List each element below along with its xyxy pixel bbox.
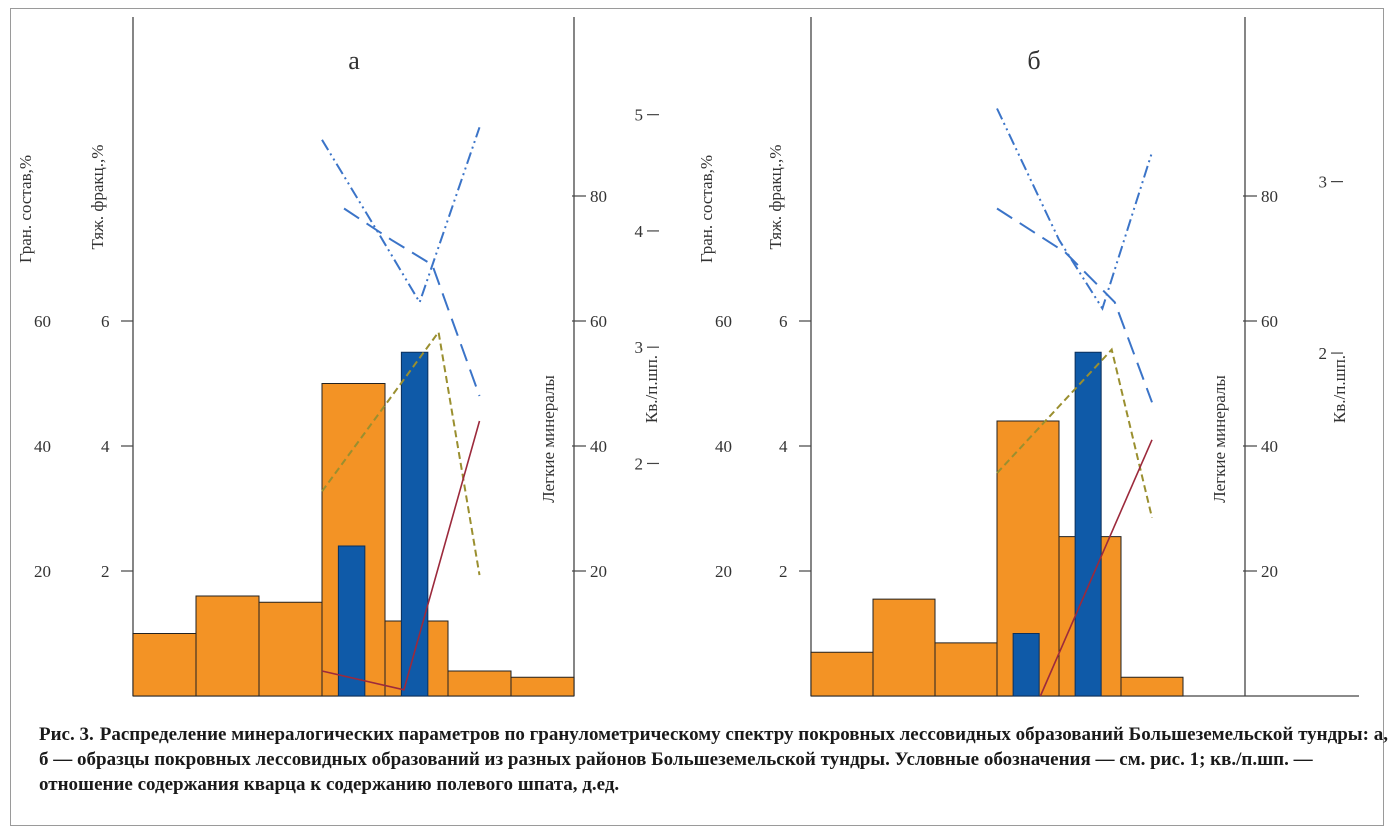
panel-0-qf-tick-label: 4 [635, 222, 644, 241]
panel-1-gran-axis-label: Гран. состав,% [697, 155, 716, 263]
panel-0-series-line-solid [321, 420, 481, 691]
panel-1-light-tick-label: 80 [1261, 187, 1278, 206]
panel-1-light-tick-label: 60 [1261, 312, 1278, 331]
panel-0-qf-tick-label: 3 [635, 338, 644, 357]
panel-1-gran-tick-label: 20 [715, 562, 732, 581]
panel-0-series-line-dash [343, 207, 481, 397]
panel-1-series-line-short-dash [996, 347, 1153, 518]
panel-1-light-axis-label: Легкие минералы [1210, 375, 1229, 503]
panel-1-series-line-dash [996, 207, 1153, 403]
panel-0-heavy-tick-label: 2 [101, 562, 110, 581]
panel-0-gran-tick-label: 20 [34, 562, 51, 581]
panel-1-heavy-tick-label: 2 [779, 562, 788, 581]
figure-frame: а 20 40 60 2 4 6 20 40 60 80 2 3 4 5 Гран. состав,% Тяж.… [10, 8, 1388, 826]
panel-1-light-tick-label: 20 [1261, 562, 1278, 581]
panel-0-gran-bar [510, 676, 575, 697]
panel-0-title: а [348, 46, 360, 75]
panel-1-heavy-tick-label: 6 [779, 312, 788, 331]
panel-1-heavy-bar [1074, 351, 1102, 697]
panel-0-gran-bar [132, 633, 197, 697]
panel-1-heavy-bar [1012, 633, 1040, 697]
panel-1-gran-tick-label: 40 [715, 437, 732, 456]
panel-1-light-tick-label: 40 [1261, 437, 1278, 456]
panel-0-heavy-tick-label: 4 [101, 437, 110, 456]
charts-canvas: а 20 40 60 2 4 6 20 40 60 80 2 3 4 5 Гран. состав,% Тяж.… [16, 17, 1359, 697]
panel-1-gran-bar [810, 651, 874, 697]
panel-1-gran-bar [934, 642, 998, 697]
panel-0-light-tick-label: 40 [590, 437, 607, 456]
panel-1-series-line-dashdotdot [996, 108, 1153, 311]
panel-0-light-tick-label: 60 [590, 312, 607, 331]
panel-0-gran-bar [447, 670, 512, 697]
panel-0-heavy-tick-label: 6 [101, 312, 110, 331]
panel-1-series-line-solid [1039, 439, 1153, 697]
panel-0-light-tick-label: 80 [590, 187, 607, 206]
panel-0-heavy-bar [400, 351, 429, 697]
panel-0-light-axis-label: Легкие минералы [539, 375, 558, 503]
panel-0-heavy-axis-label: Тяж. фракц.,% [88, 145, 107, 250]
panel-1-qf-tick-label: 2 [1319, 344, 1328, 363]
panel-1-qf-tick-label: 3 [1319, 173, 1328, 192]
panel-0-heavy-bar [337, 545, 366, 697]
panel-1-qf-axis-label: Кв./п.шп. [1330, 355, 1349, 423]
panel-1-title: б [1027, 46, 1040, 75]
caption-lead: Рис. 3. [39, 724, 94, 745]
panel-1-gran-bar [1120, 676, 1184, 697]
panel-0-light-tick-label: 20 [590, 562, 607, 581]
panel-0-qf-tick-label: 2 [635, 454, 644, 473]
panel-1-heavy-axis-label: Тяж. фракц.,% [766, 145, 785, 250]
panel-1-gran-tick-label: 60 [715, 312, 732, 331]
panel-0-gran-tick-label: 60 [34, 312, 51, 331]
panel-0-gran-bar [258, 601, 323, 697]
panel-1-gran-bar [872, 598, 936, 697]
panel-1-heavy-tick-label: 4 [779, 437, 788, 456]
panel-0-series-line-dashdotdot [321, 126, 481, 305]
figure-caption: Рис. 3. Распределение минералогических па… [39, 722, 1389, 797]
panel-0-gran-bar [195, 595, 260, 697]
panel-0-qf-tick-label: 5 [635, 106, 644, 125]
caption-text: Распределение минералогических параметро… [39, 724, 1388, 795]
panel-0-gran-axis-label: Гран. состав,% [16, 155, 35, 263]
panel-0-qf-axis-label: Кв./п.шп. [642, 355, 661, 423]
panel-0-gran-tick-label: 40 [34, 437, 51, 456]
